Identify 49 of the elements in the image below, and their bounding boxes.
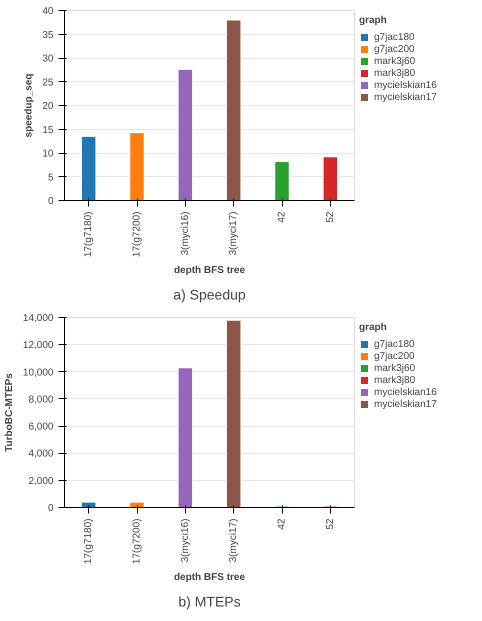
y-axis-title: speedup_seq (23, 74, 34, 138)
x-axis-title: depth BFS tree (174, 265, 246, 276)
y-tick-label: 14,000 (22, 313, 54, 324)
x-tick-label: 3(myci17) (228, 518, 240, 562)
legend-title: graph (359, 15, 388, 26)
y-tick-label: 40 (42, 6, 54, 17)
x-tick-label: 52 (324, 518, 336, 530)
legend-label: mark3j60 (374, 55, 416, 67)
y-tick-label: 5 (48, 172, 54, 184)
y-tick-label: 2,000 (28, 476, 54, 487)
y-tick-label: 6,000 (28, 422, 54, 433)
x-tick-label: 52 (324, 211, 336, 223)
x-tick-label: 3(myci16) (180, 518, 191, 562)
legend-label: mark3j80 (374, 67, 416, 79)
x-tick-label: 3(myci17) (228, 211, 240, 256)
legend-label: mycielskian17 (374, 91, 437, 103)
legend-label: g7jac200 (374, 350, 415, 362)
x-tick-label: 17(g7180) (83, 211, 94, 258)
legend-label: mark3j80 (374, 374, 416, 386)
x-tick-label: 3(myci16) (180, 211, 191, 256)
legend-label: g7jac180 (374, 338, 415, 350)
y-tick-label: 10,000 (22, 367, 54, 378)
y-axis-title: TurboBC-MTEPs (4, 372, 15, 452)
legend-label: mycielskian17 (374, 398, 437, 410)
x-tick-label: 17(g7180) (83, 518, 94, 564)
y-tick-label: 8,000 (28, 394, 54, 406)
y-tick-label: 10 (42, 148, 54, 160)
y-tick-label: 25 (42, 77, 54, 88)
y-tick-label: 35 (42, 30, 54, 41)
y-tick-label: 0 (48, 503, 54, 514)
text: a) Speedup (173, 286, 246, 302)
legend-label: g7jac200 (374, 43, 415, 55)
y-tick-label: 12,000 (22, 340, 54, 352)
y-tick-label: 0 (48, 196, 54, 207)
text: b) MTEPs (178, 594, 241, 610)
legend-label: mycielskian16 (374, 79, 437, 91)
legend-label: mark3j60 (374, 362, 416, 374)
y-tick-label: 30 (42, 54, 54, 64)
legend-title: graph (359, 322, 388, 333)
legend-label: g7jac180 (374, 31, 415, 43)
x-tick-label: 42 (276, 518, 288, 530)
y-tick-label: 20 (42, 101, 54, 112)
legend-label: mycielskian16 (374, 386, 437, 398)
x-axis-title: depth BFS tree (174, 572, 246, 584)
y-tick-label: 15 (42, 124, 54, 136)
y-tick-label: 4,000 (28, 448, 54, 460)
x-tick-label: 17(g7200) (132, 211, 142, 258)
x-tick-label: 17(g7200) (132, 518, 142, 564)
x-tick-label: 42 (276, 211, 288, 223)
